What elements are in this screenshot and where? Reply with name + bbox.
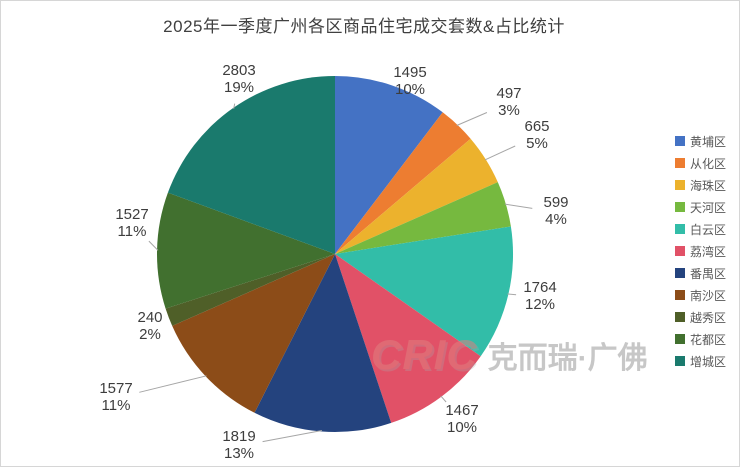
legend-label: 白云区 xyxy=(689,222,726,237)
legend-swatch xyxy=(674,334,685,344)
pie-slice-2 xyxy=(335,138,498,254)
legend-item-9: 花都区 xyxy=(674,328,726,350)
legend-item-10: 增城区 xyxy=(674,350,726,372)
legend-label: 越秀区 xyxy=(689,310,726,325)
legend-item-7: 南沙区 xyxy=(674,284,726,306)
pie-slice-6 xyxy=(254,254,392,433)
legend-swatch xyxy=(674,312,685,322)
legend-item-1: 从化区 xyxy=(674,152,726,174)
pie-slice-7 xyxy=(172,254,335,413)
label-leader-line xyxy=(262,430,322,443)
legend-item-3: 天河区 xyxy=(674,196,726,218)
legend-item-6: 番禺区 xyxy=(674,262,726,284)
legend-swatch xyxy=(674,356,685,366)
legend-item-0: 黄埔区 xyxy=(674,130,726,152)
legend-swatch xyxy=(674,180,685,190)
pie-label-1: 497 3% xyxy=(496,85,521,119)
pie-label-3: 599 4% xyxy=(543,194,568,228)
pie-slice-1 xyxy=(335,112,471,254)
pie-slice-5 xyxy=(335,254,481,423)
label-leader-line xyxy=(148,240,159,251)
chart-title: 2025年一季度广州各区商品住宅成交套数&占比统计 xyxy=(163,17,565,36)
pie-label-5: 1467 10% xyxy=(445,402,478,436)
label-leader-line xyxy=(139,375,207,393)
pie-slice-3 xyxy=(335,182,511,254)
label-leader-line xyxy=(440,395,447,403)
label-leader-line xyxy=(456,112,488,126)
pie-label-10: 2803 19% xyxy=(222,62,255,96)
pie-label-2: 665 5% xyxy=(524,118,549,152)
legend-swatch xyxy=(674,290,685,300)
legend-swatch xyxy=(674,136,685,146)
legend-swatch xyxy=(674,158,685,168)
legend-item-5: 荔湾区 xyxy=(674,240,726,262)
legend-label: 番禺区 xyxy=(689,266,726,281)
pie-label-0: 1495 10% xyxy=(393,64,426,98)
label-leader-line xyxy=(484,145,516,161)
legend-swatch xyxy=(674,224,685,234)
legend-swatch xyxy=(674,268,685,278)
legend-label: 花都区 xyxy=(689,332,726,347)
legend-label: 从化区 xyxy=(689,156,726,171)
legend-item-2: 海珠区 xyxy=(674,174,726,196)
pie-slice-9 xyxy=(156,192,335,309)
pie-label-6: 1819 13% xyxy=(222,428,255,462)
legend-item-4: 白云区 xyxy=(674,218,726,240)
legend-label: 天河区 xyxy=(689,200,726,215)
legend-label: 增城区 xyxy=(689,354,726,369)
legend-item-8: 越秀区 xyxy=(674,306,726,328)
legend: 黄埔区从化区海珠区天河区白云区荔湾区番禺区南沙区越秀区花都区增城区 xyxy=(674,130,726,372)
pie-label-7: 1577 11% xyxy=(99,380,132,414)
label-leader-line xyxy=(507,293,517,296)
pie-label-9: 1527 11% xyxy=(115,206,148,240)
label-leader-line xyxy=(504,203,533,209)
pie-label-8: 240 2% xyxy=(137,309,162,343)
pie-slice-0 xyxy=(335,76,443,254)
pie-slice-8 xyxy=(165,254,335,326)
legend-label: 南沙区 xyxy=(689,288,726,303)
legend-label: 海珠区 xyxy=(689,178,726,193)
pie-slice-4 xyxy=(335,226,514,357)
label-leader-line xyxy=(233,103,236,109)
legend-swatch xyxy=(674,246,685,256)
legend-label: 荔湾区 xyxy=(689,244,726,259)
pie-slice-10 xyxy=(167,76,335,254)
pie-label-4: 1764 12% xyxy=(523,279,556,313)
legend-label: 黄埔区 xyxy=(689,134,726,149)
legend-swatch xyxy=(674,202,685,212)
